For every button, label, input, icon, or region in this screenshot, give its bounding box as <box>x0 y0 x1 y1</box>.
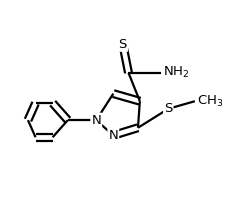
Text: CH$_3$: CH$_3$ <box>197 94 223 109</box>
Text: S: S <box>164 102 173 115</box>
Text: N: N <box>91 114 101 127</box>
Text: N: N <box>109 129 118 142</box>
Text: NH$_2$: NH$_2$ <box>163 65 189 80</box>
Text: S: S <box>119 38 127 51</box>
